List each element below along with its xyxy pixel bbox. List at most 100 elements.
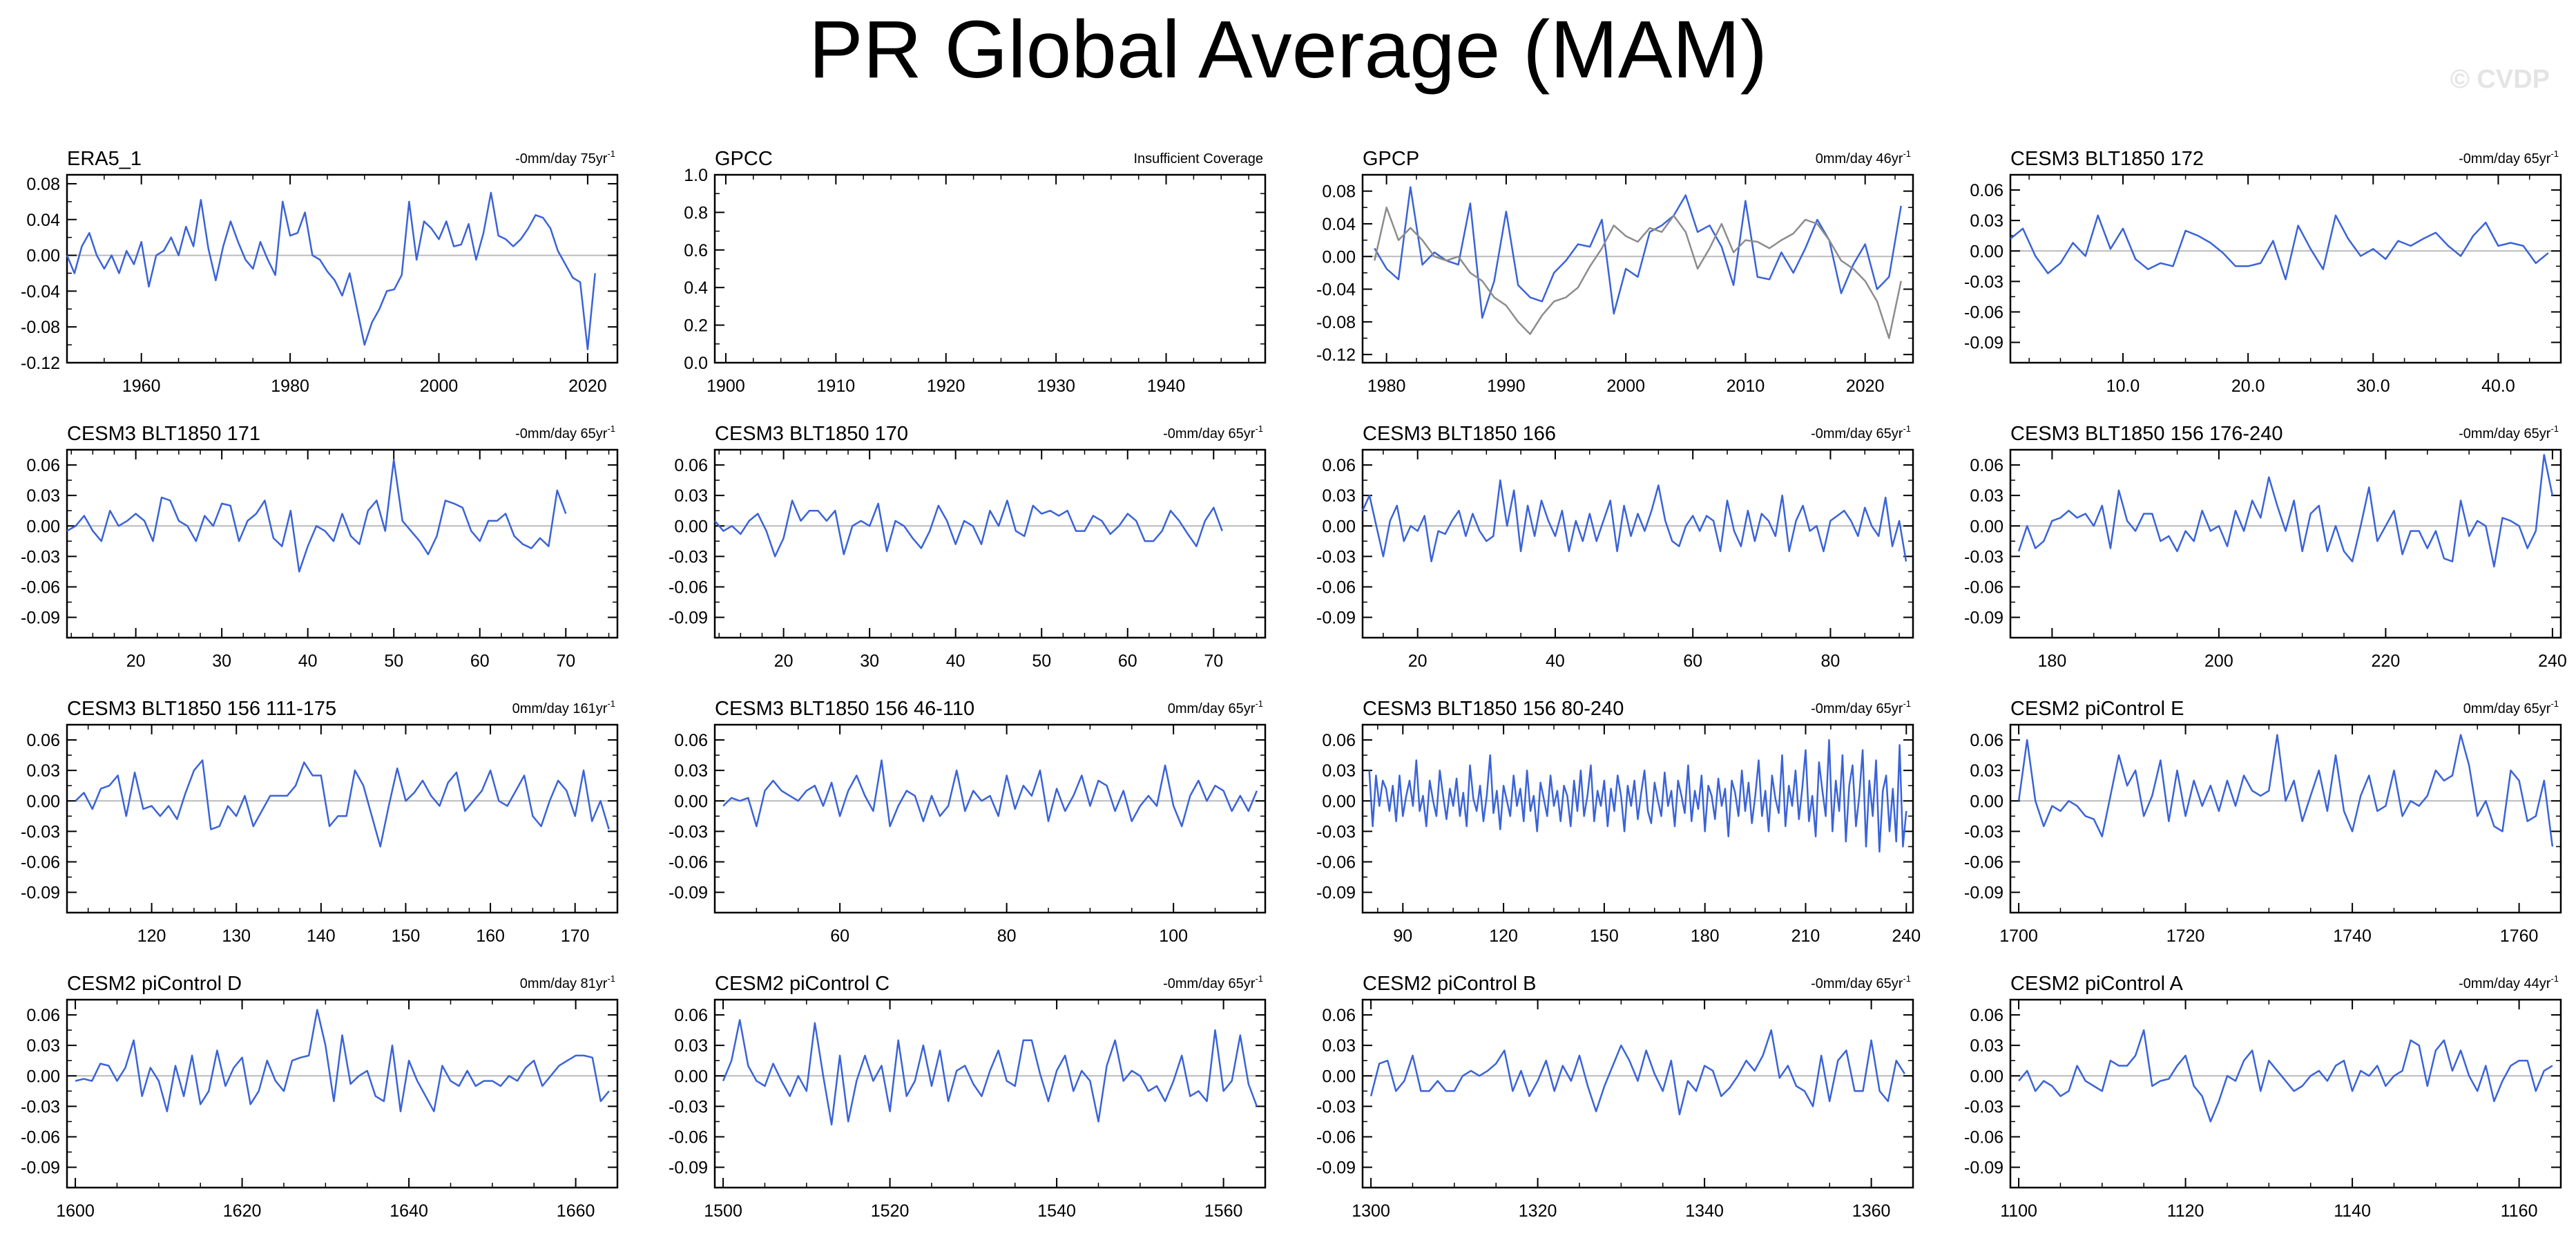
y-tick-label: -0.12 (1316, 345, 1356, 365)
series-line (75, 759, 610, 848)
y-tick-label: 0.00 (1322, 247, 1356, 267)
y-tick-label: -0.03 (669, 822, 708, 841)
y-tick-label: 0.00 (26, 247, 60, 266)
x-tick-label: 140 (307, 926, 336, 946)
x-tick-label: 40 (946, 651, 965, 671)
x-tick-label: 20.0 (2231, 377, 2265, 396)
x-tick-label: 1300 (1352, 1201, 1390, 1221)
x-tick-label: 20 (126, 651, 146, 671)
chart-panel: -0.09 -0.06 -0.03 0.00 0.03 0.06 20 30 40 50 60 70 C… (669, 423, 1267, 671)
y-tick-label: 0.03 (1970, 486, 2003, 506)
x-tick-label: 1980 (1367, 377, 1406, 396)
trend-label: -0mm/day 75yr-1 (515, 149, 615, 166)
x-tick-label: 50 (384, 651, 403, 671)
x-tick-label: 2000 (420, 377, 459, 396)
y-tick-label: 0.06 (26, 1006, 60, 1025)
y-tick-label: -0.03 (1316, 1097, 1356, 1116)
y-tick-label: -0.12 (21, 354, 60, 373)
y-tick-label: -0.06 (669, 1127, 708, 1147)
y-tick-label: -0.06 (21, 853, 60, 872)
x-tick-label: 80 (1821, 651, 1840, 671)
x-tick-label: 1930 (1037, 377, 1075, 396)
plot-frame (1361, 723, 1914, 914)
x-tick-label: 120 (137, 926, 166, 946)
x-tick-label: 60 (1118, 651, 1137, 671)
y-tick-label: 0.03 (1322, 761, 1356, 781)
y-tick-label: -0.09 (1316, 884, 1356, 903)
x-tick-label: 1910 (817, 377, 856, 396)
x-tick-label: 1700 (1999, 926, 2038, 946)
x-tick-label: 40 (1546, 651, 1565, 671)
y-tick-label: -0.03 (1964, 547, 2003, 567)
y-tick-label: -0.09 (1964, 609, 2003, 628)
chart-panel: -0.09 -0.06 -0.03 0.00 0.03 0.06 20 30 40 50 60 70 C… (21, 423, 619, 671)
y-tick-label: 0.00 (26, 1067, 60, 1086)
y-tick-label: 0.03 (1322, 1036, 1356, 1056)
y-tick-label: 0.00 (1970, 517, 2003, 536)
y-tick-label: -0.09 (1316, 1159, 1356, 1178)
panel-title: CESM2 piControl A (2010, 973, 2183, 995)
panel-title: CESM2 piControl B (1363, 973, 1536, 995)
y-tick-label: -0.09 (1964, 884, 2003, 903)
y-tick-label: -0.03 (1964, 822, 2003, 841)
x-tick-label: 1160 (2501, 1201, 2538, 1221)
x-tick-label: 60 (830, 926, 849, 946)
x-tick-label: 1740 (2333, 926, 2372, 946)
y-tick-label: -0.06 (1964, 853, 2003, 872)
series-line (66, 459, 567, 573)
series-line (722, 759, 1258, 828)
y-tick-label: -0.03 (669, 547, 708, 567)
y-tick-label: -0.06 (1316, 1127, 1356, 1147)
x-tick-label: 200 (2204, 651, 2233, 671)
panel-title: CESM3 BLT1850 170 (715, 423, 908, 445)
plot-frame (713, 998, 1267, 1189)
trend-label: 0mm/day 161yr-1 (512, 698, 615, 716)
x-tick-label: 60 (470, 651, 490, 671)
y-tick-label: 0.00 (674, 1067, 708, 1086)
chart-panel: -0.09 -0.06 -0.03 0.00 0.03 0.06 1100 1120 1140 1… (1964, 973, 2562, 1221)
y-tick-label: -0.06 (1964, 578, 2003, 597)
series-line (75, 1009, 610, 1112)
x-tick-label: 170 (561, 926, 590, 946)
y-tick-label: 0.06 (674, 456, 708, 475)
chart-panel: -0.09 -0.06 -0.03 0.00 0.03 0.06 10.0 20.0 30.0 4… (1964, 148, 2562, 396)
series-line (1361, 479, 1907, 562)
plot-frame (2009, 998, 2562, 1189)
x-tick-label: 50 (1032, 651, 1051, 671)
panel-title: CESM3 BLT1850 156 111-175 (67, 698, 336, 720)
chart-panel: 0.0 0.2 0.4 0.6 0.8 1.0 1900 1910 1920 1930 1940 GP… (684, 148, 1267, 396)
trend-label: Insufficient Coverage (1133, 151, 1263, 166)
y-tick-label: 0.4 (684, 278, 708, 298)
x-tick-label: 1900 (707, 377, 745, 396)
x-tick-label: 210 (1791, 926, 1820, 946)
y-tick-label: -0.06 (1964, 303, 2003, 322)
y-tick-label: -0.06 (669, 578, 708, 597)
y-tick-label: -0.09 (21, 1159, 60, 1178)
y-tick-label: 0.06 (1970, 181, 2003, 200)
y-tick-label: 0.03 (26, 486, 60, 506)
x-tick-label: 240 (2538, 651, 2567, 671)
trend-label: -0mm/day 65yr-1 (515, 423, 615, 441)
x-tick-label: 40 (298, 651, 318, 671)
y-tick-label: -0.06 (669, 853, 708, 872)
plot-frame (2009, 723, 2562, 914)
x-tick-label: 1720 (2166, 926, 2205, 946)
chart-panel: -0.09 -0.06 -0.03 0.00 0.03 0.06 120 130 140 150 1… (21, 698, 619, 946)
x-tick-label: 20 (1408, 651, 1428, 671)
panel-title: CESM2 piControl C (715, 973, 890, 995)
y-tick-label: -0.04 (21, 282, 60, 301)
x-tick-label: 1920 (927, 377, 965, 396)
x-tick-label: 2000 (1606, 377, 1645, 396)
chart-panel: -0.09 -0.06 -0.03 0.00 0.03 0.06 1300 1320 1340 1… (1316, 973, 1914, 1221)
y-tick-label: 0.00 (1970, 242, 2003, 261)
y-tick-label: 0.00 (674, 517, 708, 536)
plot-frame (2009, 173, 2562, 364)
series-line (2018, 1029, 2553, 1123)
trend-label: 0mm/day 81yr-1 (520, 973, 615, 991)
trend-label: -0mm/day 65yr-1 (1163, 423, 1263, 441)
trend-label: 0mm/day 65yr-1 (1168, 698, 1263, 716)
x-tick-label: 1120 (2167, 1201, 2204, 1221)
y-tick-label: 0.06 (1970, 731, 2003, 750)
y-tick-label: 0.6 (684, 241, 708, 260)
chart-panel: -0.09 -0.06 -0.03 0.00 0.03 0.06 20 40 60 80 CESM3… (1316, 423, 1914, 671)
